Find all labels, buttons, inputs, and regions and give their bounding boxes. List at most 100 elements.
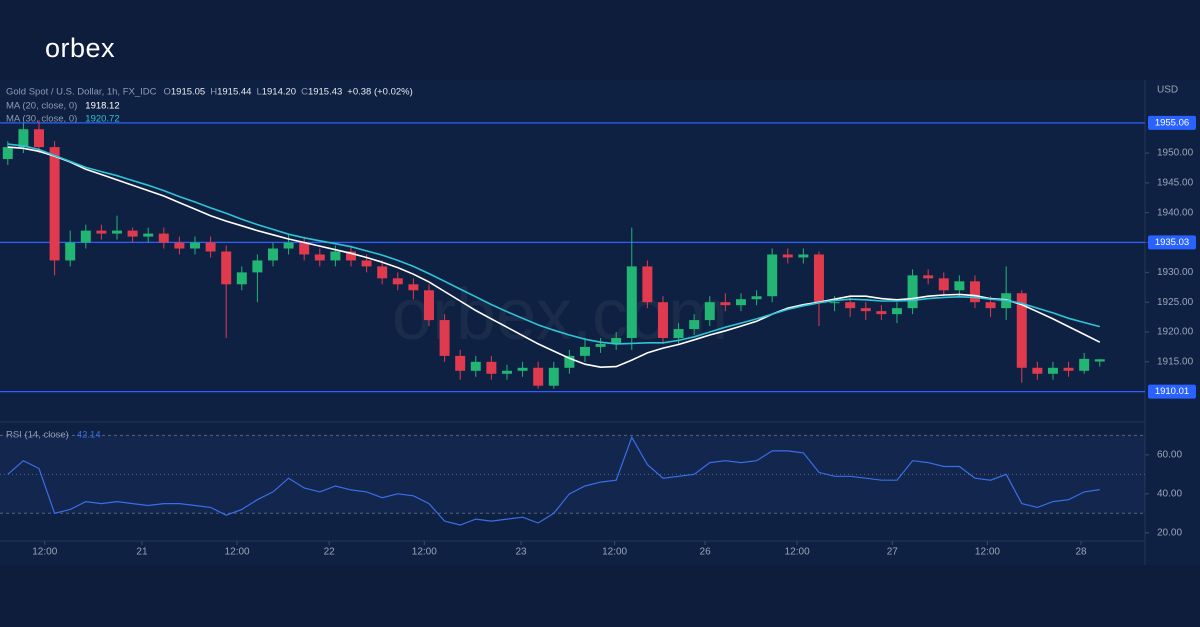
candle-body (361, 260, 372, 267)
y-tick-label: 40.00 (1157, 488, 1182, 499)
candle-body (486, 361, 497, 374)
legend-key: C (301, 87, 308, 98)
candle-body (236, 272, 247, 285)
rsi-line (7, 435, 1100, 526)
candle-body (611, 337, 622, 344)
candle-body (891, 308, 902, 315)
candle-body (813, 254, 824, 303)
candle-body (1032, 367, 1043, 374)
candle-body (127, 230, 138, 237)
x-tick-label: 12:00 (32, 547, 57, 558)
candle-body (626, 266, 637, 338)
candle-body (96, 230, 107, 234)
candle-body (158, 233, 169, 243)
candle-body (455, 355, 466, 371)
y-tick-label: 60.00 (1157, 449, 1182, 460)
candle-body (735, 299, 746, 306)
candle-body (1063, 367, 1074, 371)
y-tick-label: 1915.00 (1157, 356, 1194, 367)
candle-body (642, 266, 653, 303)
candle-body (876, 311, 887, 315)
y-tick-label: 1920.00 (1157, 327, 1194, 338)
x-tick-label: 26 (700, 547, 712, 558)
candle-body (595, 343, 606, 347)
y-tick-label: 1930.00 (1157, 267, 1194, 278)
y-tick-label: 1925.00 (1157, 297, 1194, 308)
level-label: 1910.01 (1155, 386, 1189, 397)
level-tag (1148, 235, 1196, 250)
candle-body (1047, 367, 1058, 374)
legend-symbol: Gold Spot / U.S. Dollar, 1h, FX_IDC (6, 87, 157, 98)
candle-body (954, 281, 965, 291)
candle-body (923, 275, 934, 279)
candle-body (2, 147, 13, 160)
candle-body (1094, 359, 1105, 362)
level-tag (1148, 115, 1196, 130)
candle-body (845, 302, 856, 309)
candle-body (501, 370, 512, 374)
currency: USD (1157, 85, 1178, 96)
x-tick-label: 27 (887, 547, 899, 558)
candle-body (673, 329, 684, 338)
legend-change: +0.38 (+0.02%) (347, 87, 413, 98)
candle-body (205, 242, 216, 252)
candle-body (517, 367, 528, 371)
legend-value: 1915.44 (217, 87, 251, 98)
legend-value: 1915.05 (171, 87, 205, 98)
x-tick-label: 12:00 (785, 547, 810, 558)
candle-body (704, 302, 715, 321)
candle-body (969, 281, 980, 303)
candle-body (190, 242, 200, 249)
x-tick-label: 23 (515, 547, 527, 558)
candle-body (314, 254, 325, 261)
candle-body (65, 242, 76, 261)
candle-body (548, 367, 559, 386)
candle-body (408, 284, 419, 291)
candle-body (112, 230, 122, 234)
overlay-name: MA (30, close, 0) (6, 114, 77, 125)
candle-body (689, 320, 700, 330)
candle-body (767, 254, 778, 297)
chart-area (0, 80, 1200, 565)
x-tick-label: 12:00 (975, 547, 1000, 558)
candle-body (1079, 358, 1090, 371)
candle-body (439, 320, 450, 356)
candle-body (377, 266, 388, 279)
foreground: 1950.001945.001940.001935.001930.001925.… (0, 87, 1196, 558)
y-tick-label: 1945.00 (1157, 178, 1194, 189)
candle-body (34, 129, 44, 148)
legend-value: 1915.43 (308, 87, 342, 98)
y-tick-label: 1950.00 (1157, 148, 1194, 159)
legend-key: H (210, 87, 217, 98)
x-tick-label: 12:00 (225, 547, 250, 558)
moving-average (7, 143, 1101, 345)
y-tick-label: 1940.00 (1157, 207, 1194, 218)
candle-body (985, 302, 996, 309)
candle-body (392, 278, 403, 285)
legend-key: L (256, 87, 261, 98)
candle-body (283, 242, 294, 249)
candle-body (657, 302, 668, 338)
overlay-last: 1918.12 (85, 101, 119, 112)
candle-body (299, 242, 310, 255)
moving-average (7, 146, 1101, 369)
level-tag (1148, 384, 1196, 399)
legend-value: 1914.20 (262, 87, 296, 98)
rsi-last: 42.14 (77, 430, 101, 441)
overlay-last: 1920.72 (85, 114, 119, 125)
candle-body (907, 275, 918, 309)
candle-body (143, 233, 154, 237)
overlay-name: MA (20, close, 0) (6, 101, 77, 112)
candle-body (860, 308, 871, 312)
candle-body (782, 254, 793, 258)
candle-body (423, 290, 434, 321)
candle-body (49, 147, 60, 261)
candle-body (221, 251, 232, 285)
candle-body (829, 302, 840, 304)
candle-body (564, 355, 575, 368)
candle-body (18, 129, 29, 148)
x-tick-label: 12:00 (602, 547, 627, 558)
candle-body (579, 346, 590, 356)
candle-body (720, 302, 731, 306)
